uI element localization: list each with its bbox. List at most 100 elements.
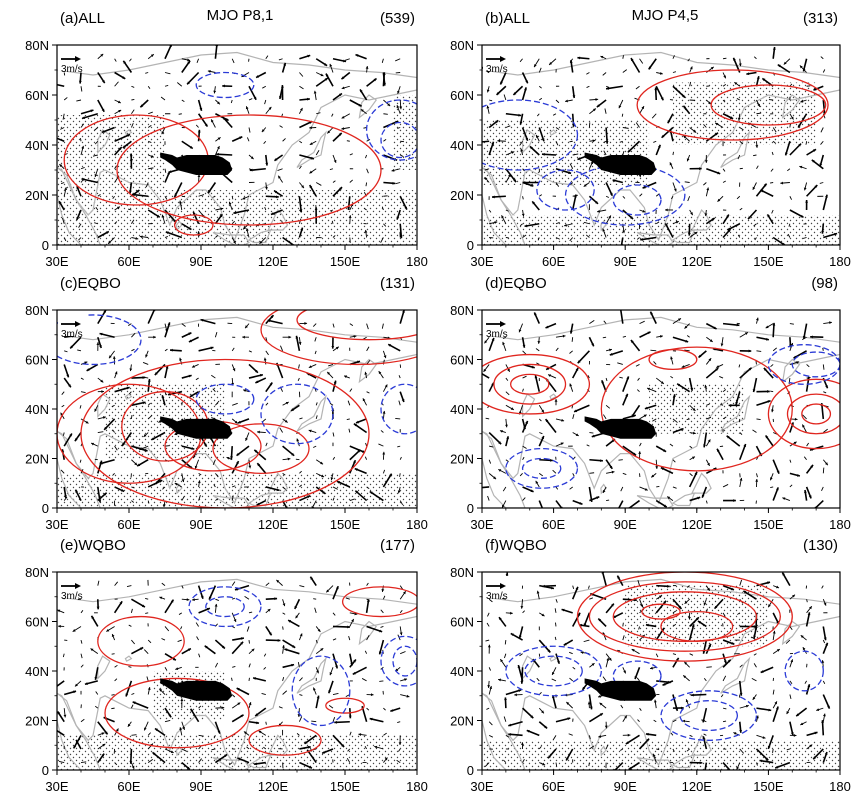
wind-vector — [212, 459, 216, 465]
wind-vector-head — [682, 94, 686, 98]
wind-vector-head — [154, 372, 158, 376]
wind-vector — [488, 431, 502, 445]
wind-vector — [195, 679, 199, 682]
wind-vector — [605, 404, 611, 409]
wind-vector-head — [634, 676, 638, 680]
wind-vector — [80, 718, 85, 723]
wind-vector-head — [611, 470, 615, 474]
wind-vector-head — [491, 141, 495, 145]
wind-vector-head — [476, 370, 479, 373]
wind-vector — [670, 375, 674, 379]
wind-vector — [789, 694, 792, 700]
wind-vector-head — [299, 633, 303, 637]
wind-vector-head — [534, 375, 538, 379]
wind-vector — [114, 664, 118, 668]
wind-vector — [652, 418, 657, 422]
wind-vector-head — [190, 708, 194, 712]
wind-vector — [705, 500, 708, 504]
reference-vector-arrowhead — [500, 56, 506, 62]
wind-vector — [195, 124, 199, 128]
wind-vector — [161, 582, 166, 586]
wind-vector-head — [237, 702, 241, 706]
wind-vector-head — [662, 682, 666, 686]
lon-tick-label: 180 — [829, 517, 851, 532]
map-area — [57, 310, 417, 508]
wind-vector-head — [341, 76, 345, 80]
wind-vector — [619, 310, 624, 324]
wind-vector-head — [241, 637, 244, 640]
wind-vector-head — [753, 625, 757, 628]
wind-vector-head — [307, 97, 310, 101]
wind-vector-head — [694, 471, 698, 475]
wind-vector-head — [498, 469, 502, 472]
reference-vector-box — [483, 49, 513, 71]
wind-vector — [569, 350, 573, 354]
wind-vector-head — [399, 632, 403, 636]
wind-vector-head — [333, 380, 337, 384]
wind-vector — [381, 323, 384, 329]
wind-vector-head — [709, 339, 713, 342]
wind-vector-head — [589, 706, 593, 710]
wind-vector-head — [353, 460, 356, 464]
lon-tick-label: 30E — [45, 517, 68, 532]
lat-tick-label: 80N — [25, 38, 49, 53]
wind-vector-head — [685, 339, 689, 343]
wind-vector — [212, 388, 216, 392]
wind-vector-head — [541, 152, 545, 156]
wind-vector — [232, 597, 236, 600]
wind-vector-head — [800, 722, 804, 726]
significance-stipple — [649, 384, 745, 434]
wind-vector — [489, 445, 494, 448]
wind-vector — [130, 414, 133, 419]
wind-vector — [60, 182, 65, 185]
wind-vector-head — [534, 312, 537, 316]
coastline — [175, 483, 183, 495]
wind-vector-head — [792, 594, 795, 598]
wind-vector — [63, 237, 67, 242]
wind-vector — [755, 748, 769, 761]
wind-vector — [627, 140, 641, 153]
wind-vector — [164, 209, 177, 224]
wind-vector — [147, 310, 156, 324]
wind-vector — [572, 194, 578, 197]
wind-vector — [486, 707, 490, 710]
wind-vector-head — [129, 153, 133, 157]
lon-tick-label: 150E — [330, 779, 361, 794]
negative-contour — [205, 596, 245, 618]
wind-vector-head — [496, 92, 500, 95]
wind-vector — [520, 667, 524, 684]
wind-vector-head — [398, 742, 402, 745]
wind-vector — [605, 195, 610, 198]
wind-vector — [635, 122, 640, 128]
wind-vector-head — [338, 93, 342, 97]
wind-vector-head — [563, 642, 567, 646]
wind-vector-head — [259, 240, 263, 244]
wind-vector-head — [125, 693, 129, 697]
coastline — [267, 208, 289, 231]
wind-vector-head — [762, 736, 766, 739]
wind-vector — [64, 350, 68, 353]
wind-vector — [349, 323, 354, 326]
wind-vector — [754, 237, 757, 241]
wind-vector-head — [541, 409, 544, 413]
wind-vector-head — [102, 743, 106, 747]
lon-tick-label: 180 — [406, 779, 428, 794]
wind-vector-head — [670, 356, 673, 360]
positive-contour — [116, 114, 382, 226]
wind-vector — [81, 112, 99, 120]
wind-vector-head — [589, 499, 593, 502]
wind-vector — [165, 231, 183, 239]
wind-vector-head — [162, 504, 166, 508]
wind-vector-head — [378, 651, 382, 655]
wind-vector — [672, 748, 675, 752]
wind-vector-head — [322, 750, 326, 754]
wind-vector-head — [819, 163, 823, 167]
wind-vector-head — [143, 434, 147, 437]
wind-vector-head — [114, 371, 118, 375]
wind-vector-head — [650, 311, 653, 315]
wind-vector — [92, 154, 98, 157]
wind-vector-head — [251, 648, 255, 652]
wind-vector-head — [655, 466, 659, 469]
wind-vector-head — [192, 598, 195, 602]
wind-vector-head — [544, 725, 548, 729]
